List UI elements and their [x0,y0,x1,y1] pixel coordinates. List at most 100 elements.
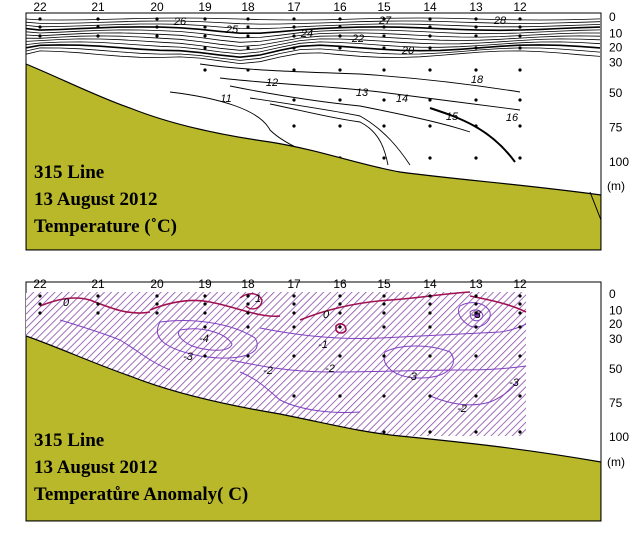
temperature-sample-point [246,25,250,29]
anomaly-sample-point [518,325,522,329]
temperature-sample-point [518,46,522,50]
temperature-contour-label: 24 [300,28,313,40]
anomaly-sample-point [203,325,207,329]
anomaly-contour-line [239,371,361,413]
temperature-sample-point [203,46,207,50]
anomaly-sample-point [292,325,296,329]
anomaly-sample-point [382,311,386,315]
temperature-sample-point [428,17,432,21]
anomaly-sample-point [38,294,42,298]
temperature-contour-line [199,63,521,93]
temperature-sample-point [246,34,250,38]
bot-depth-label-10: 10 [609,303,623,317]
bot-depth-label-30: 30 [609,332,623,346]
temperature-sample-point [382,17,386,21]
temperature-contour-line [26,23,601,30]
temperature-sample-point [292,17,296,21]
temperature-sample-point [38,17,42,21]
temperature-sample-point [38,25,42,29]
temperature-sample-point [382,124,386,128]
bot-station-label-12: 12 [513,277,527,291]
temperature-sample-point [428,68,432,72]
anomaly-contours [39,291,527,413]
anomaly-contour-label: -2 [325,363,335,375]
top-station-label-19: 19 [198,0,212,14]
anomaly-contour-labels: 0 -4 -3 1 0 -1 -2 -2 -3 -3 -2 -3 [63,293,520,415]
temperature-contour-label: 18 [471,74,484,86]
anomaly-sample-point [96,302,100,306]
top-station-label-21: 21 [91,0,105,14]
temperature-title: 315 Line 13 August 2012 Temperature (˚C) [34,162,177,237]
temperature-sample-point [338,124,342,128]
bot-station-label-17: 17 [287,277,301,291]
temperature-contour-line [26,35,601,47]
anomaly-sample-point [474,311,478,315]
temperature-contour-line [26,29,601,39]
temperature-sample-point [292,34,296,38]
temperature-contour-label: 12 [266,77,278,89]
anomaly-sample-point [338,325,342,329]
temperature-sample-point [474,98,478,102]
temperature-contour-label: 14 [396,93,408,105]
temperature-contour-line [219,77,521,111]
anomaly-sample-point [246,302,250,306]
temperature-sample-point [338,25,342,29]
temperature-sample-point [203,17,207,21]
anomaly-contour-line [259,323,527,340]
anomaly-sample-point [518,294,522,298]
anomaly-sample-point [155,294,159,298]
anomaly-contour-label: -2 [263,365,273,377]
temperature-sample-point [292,46,296,50]
temperature-title-line-3: Temperature (˚C) [34,216,177,237]
top-station-label-22: 22 [33,0,47,14]
anomaly-sample-point [292,394,296,398]
temperature-contour-label: 26 [173,16,187,28]
anomaly-sample-point [38,311,42,315]
anomaly-contour-line [229,359,527,373]
top-depth-label-0: 0 [609,10,616,24]
anomaly-contour-label: -3 [509,377,520,389]
temperature-sample-point [382,156,386,160]
bot-station-label-14: 14 [423,277,437,291]
anomaly-sample-point [292,354,296,358]
anomaly-contour-line [383,345,454,379]
anomaly-contour-line [59,319,171,371]
anomaly-contour-line [469,309,484,322]
temperature-sample-point [428,25,432,29]
temperature-sample-point [246,68,250,72]
temperature-sample-point [155,17,159,21]
temperature-title-line-2: 13 August 2012 [34,189,158,210]
temperature-sample-point [518,34,522,38]
temperature-contour-line [26,20,601,25]
anomaly-sample-point [338,311,342,315]
temperature-sample-points [38,17,522,160]
temperature-contour-label: 25 [225,24,239,36]
temperature-sample-point [338,46,342,50]
temperature-sample-point [246,46,250,50]
temperature-sample-point [382,68,386,72]
temperature-sample-point [155,25,159,29]
anomaly-sample-point [382,354,386,358]
temperature-sample-point [474,25,478,29]
temperature-sample-point [96,25,100,29]
temperature-sample-point [518,68,522,72]
anomaly-sample-point [474,302,478,306]
anomaly-sample-point [155,311,159,315]
temperature-sample-point [474,156,478,160]
anomaly-sample-points [38,294,522,434]
temperature-sample-point [474,124,478,128]
temperature-sample-point [474,17,478,21]
bot-station-label-21: 21 [91,277,105,291]
anomaly-sample-point [518,430,522,434]
anomaly-sample-point [382,294,386,298]
anomaly-sample-point [518,302,522,306]
anomaly-sample-point [382,394,386,398]
anomaly-sample-point [428,302,432,306]
bot-depth-label-20: 20 [609,317,623,331]
top-station-label-17: 17 [287,0,301,14]
temperature-sample-point [474,46,478,50]
anomaly-contour-line [157,320,258,359]
anomaly-contour-line [299,291,471,321]
top-station-label-16: 16 [333,0,347,14]
